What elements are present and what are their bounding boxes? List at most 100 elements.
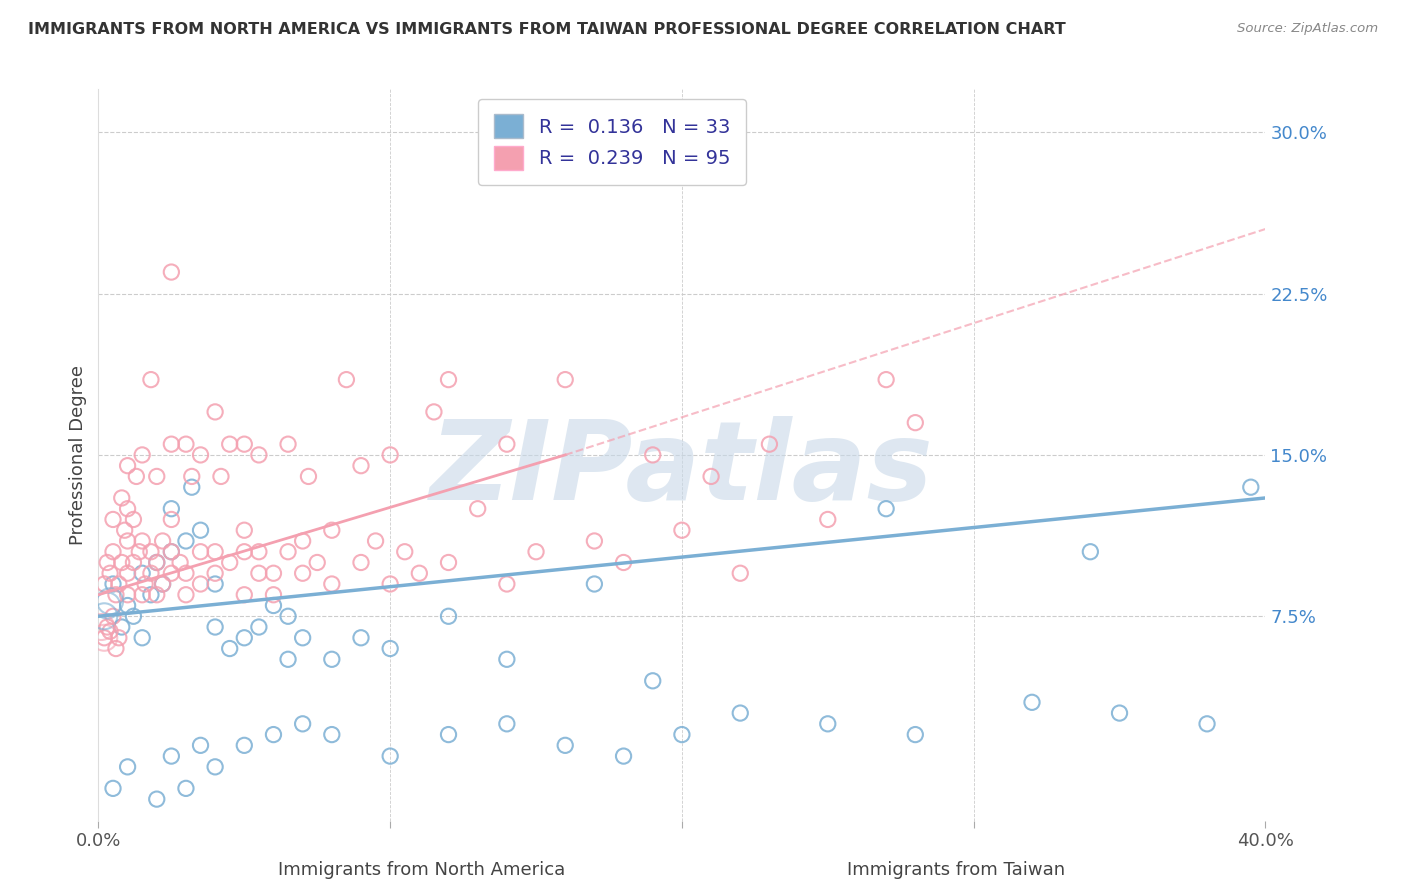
Point <box>612 556 634 570</box>
Point <box>321 523 343 537</box>
Point <box>233 739 256 753</box>
Point <box>152 577 174 591</box>
Point <box>437 556 460 570</box>
Point <box>204 545 226 559</box>
Point <box>641 448 664 462</box>
Point <box>204 760 226 774</box>
Text: ZIPatlas: ZIPatlas <box>430 416 934 523</box>
Point <box>524 545 547 559</box>
Point <box>730 566 752 581</box>
Point <box>93 631 115 645</box>
Point <box>146 792 169 806</box>
Point <box>218 437 240 451</box>
Point <box>174 781 197 796</box>
Point <box>350 556 373 570</box>
Point <box>671 523 693 537</box>
Point <box>291 716 314 731</box>
Point <box>408 566 430 581</box>
Point <box>612 749 634 764</box>
Point <box>291 631 314 645</box>
Point <box>496 437 519 451</box>
Point <box>139 545 162 559</box>
Point <box>437 373 460 387</box>
Point <box>496 577 519 591</box>
Point <box>101 512 124 526</box>
Point <box>437 728 460 742</box>
Point <box>93 609 115 624</box>
Point <box>204 620 226 634</box>
Point <box>117 458 139 473</box>
Point <box>117 566 139 581</box>
Point <box>169 556 191 570</box>
Point <box>174 437 197 451</box>
Point <box>291 566 314 581</box>
Point <box>139 588 162 602</box>
Point <box>160 545 183 559</box>
Point <box>98 624 121 639</box>
Point <box>875 501 897 516</box>
Point <box>321 652 343 666</box>
Point <box>174 588 197 602</box>
Text: IMMIGRANTS FROM NORTH AMERICA VS IMMIGRANTS FROM TAIWAN PROFESSIONAL DEGREE CORR: IMMIGRANTS FROM NORTH AMERICA VS IMMIGRA… <box>28 22 1066 37</box>
Point <box>96 620 118 634</box>
Point <box>117 501 139 516</box>
Point <box>321 577 343 591</box>
Point <box>247 566 270 581</box>
Point <box>1108 706 1130 720</box>
Point <box>350 631 373 645</box>
Point <box>423 405 446 419</box>
Point <box>131 566 153 581</box>
Point <box>146 469 169 483</box>
Point <box>496 716 519 731</box>
Point <box>277 545 299 559</box>
Point <box>128 545 150 559</box>
Point <box>160 749 183 764</box>
Point <box>146 556 169 570</box>
Point <box>247 448 270 462</box>
Point <box>817 512 839 526</box>
Point <box>233 523 256 537</box>
Point <box>160 545 183 559</box>
Point <box>496 652 519 666</box>
Point <box>335 373 357 387</box>
Point <box>277 437 299 451</box>
Point <box>671 728 693 742</box>
Point <box>96 599 118 613</box>
Point <box>111 491 134 505</box>
Point <box>125 469 148 483</box>
Point <box>1080 545 1102 559</box>
Point <box>134 577 156 591</box>
Point <box>730 706 752 720</box>
Point <box>96 556 118 570</box>
Point <box>1195 716 1218 731</box>
Point <box>380 577 402 591</box>
Point <box>364 533 387 548</box>
Point <box>218 556 240 570</box>
Point <box>160 265 183 279</box>
Point <box>291 533 314 548</box>
Point <box>1021 695 1043 709</box>
Point <box>90 620 112 634</box>
Point <box>380 641 402 656</box>
Point <box>160 512 183 526</box>
Point <box>1240 480 1263 494</box>
Point <box>437 609 460 624</box>
Point <box>758 437 780 451</box>
Point <box>108 631 131 645</box>
Point <box>817 716 839 731</box>
Point <box>262 599 284 613</box>
Point <box>233 545 256 559</box>
Point <box>904 728 927 742</box>
Point <box>104 588 127 602</box>
Point <box>146 556 169 570</box>
Text: Source: ZipAtlas.com: Source: ZipAtlas.com <box>1237 22 1378 36</box>
Point <box>190 577 212 591</box>
Point <box>233 631 256 645</box>
Point <box>209 469 232 483</box>
Point <box>700 469 723 483</box>
Point <box>152 577 174 591</box>
Point <box>233 588 256 602</box>
Point <box>247 545 270 559</box>
Point <box>583 577 606 591</box>
Point <box>152 533 174 548</box>
